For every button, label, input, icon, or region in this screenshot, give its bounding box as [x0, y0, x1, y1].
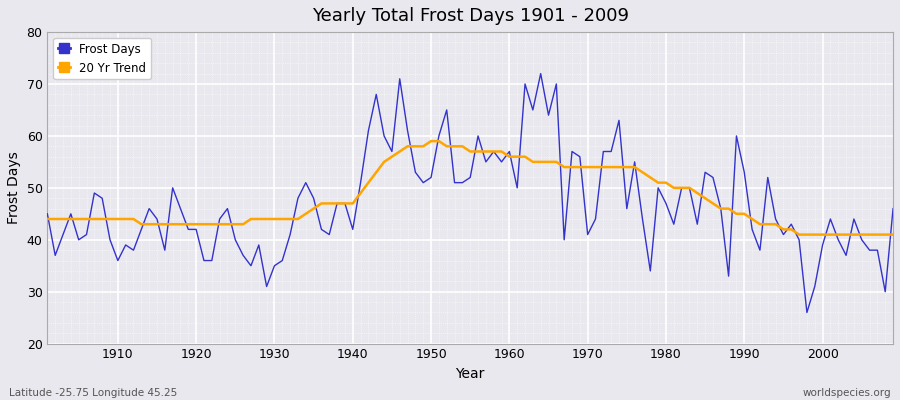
Title: Yearly Total Frost Days 1901 - 2009: Yearly Total Frost Days 1901 - 2009: [311, 7, 629, 25]
Text: worldspecies.org: worldspecies.org: [803, 388, 891, 398]
Text: Latitude -25.75 Longitude 45.25: Latitude -25.75 Longitude 45.25: [9, 388, 177, 398]
Legend: Frost Days, 20 Yr Trend: Frost Days, 20 Yr Trend: [53, 38, 151, 79]
Y-axis label: Frost Days: Frost Days: [7, 152, 21, 224]
X-axis label: Year: Year: [455, 367, 485, 381]
